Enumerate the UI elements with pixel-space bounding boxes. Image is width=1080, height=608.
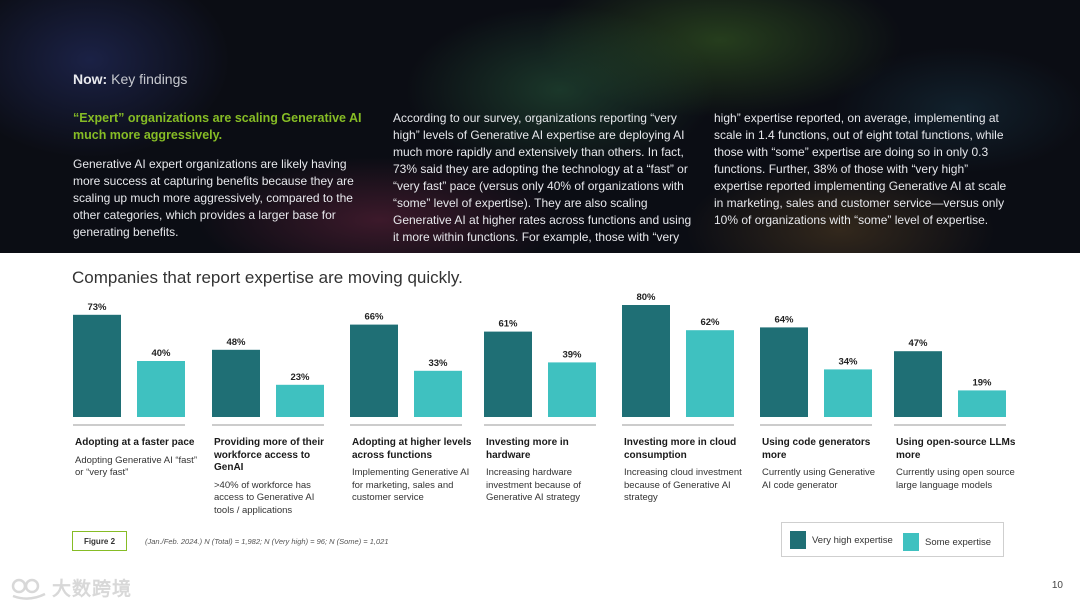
category-title-1: Providing more of their workforce access… bbox=[214, 437, 325, 473]
section-title-rest: Key findings bbox=[107, 71, 188, 87]
category-title-2: Adopting at higher levels across functio… bbox=[352, 437, 472, 461]
category-title-4: Investing more in cloud consumption bbox=[624, 437, 737, 461]
category-description-1: >40% of workforce has access to Generati… bbox=[214, 479, 315, 516]
data-label-some-3: 39% bbox=[562, 349, 582, 360]
data-label-very-high-2: 66% bbox=[364, 312, 384, 323]
data-label-very-high-3: 61% bbox=[498, 319, 518, 330]
category-group-6: Using open-source LLMs more Currently usi… bbox=[896, 437, 1018, 492]
bar-very-high-6 bbox=[894, 351, 942, 417]
bar-some-0 bbox=[137, 361, 185, 417]
data-label-some-6: 19% bbox=[972, 377, 992, 388]
figure-tag: Figure 2 bbox=[72, 531, 127, 551]
chart-legend: Very high expertise Some expertise bbox=[781, 522, 1004, 557]
legend-label-some: Some expertise bbox=[925, 536, 992, 548]
category-description-4: Increasing cloud investment because of G… bbox=[624, 467, 742, 503]
bar-very-high-2 bbox=[350, 324, 398, 417]
legend-swatch-very-high bbox=[790, 531, 806, 549]
category-description-5: Currently using Generative AI code gener… bbox=[762, 467, 875, 491]
lead-heading: “Expert” organizations are scaling Gener… bbox=[73, 111, 362, 142]
legend-label-very-high: Very high expertise bbox=[812, 534, 893, 546]
category-group-2: Adopting at higher levels across functio… bbox=[352, 437, 474, 505]
bar-very-high-1 bbox=[212, 349, 260, 417]
figure-note: (Jan./Feb. 2024.) N (Total) = 1,982; N (… bbox=[145, 537, 389, 546]
bar-some-1 bbox=[276, 384, 324, 417]
watermark: 大数跨境 bbox=[10, 574, 132, 601]
bar-some-2 bbox=[414, 370, 462, 417]
category-group-5: Using code generators more Currently usin… bbox=[762, 437, 884, 492]
category-description-6: Currently using open source large langua… bbox=[896, 467, 1015, 491]
data-label-very-high-1: 48% bbox=[226, 337, 246, 348]
body-column-1: Generative AI expert organizations are l… bbox=[73, 157, 354, 239]
body-column-2: According to our survey, organizations r… bbox=[393, 111, 692, 244]
hero-banner bbox=[0, 0, 1080, 253]
category-title-0: Adopting at a faster pace bbox=[75, 437, 195, 448]
chart-title: Companies that report expertise are movi… bbox=[72, 268, 463, 287]
category-group-4: Investing more in cloud consumption Incre… bbox=[624, 437, 746, 505]
category-title-5: Using code generators more bbox=[762, 437, 871, 461]
data-label-very-high-4: 80% bbox=[636, 292, 656, 303]
legend-item-very-high: Very high expertise bbox=[790, 531, 893, 549]
category-group-0: Adopting at a faster pace Adopting Genera… bbox=[75, 437, 197, 480]
data-label-some-0: 40% bbox=[151, 348, 171, 359]
bar-very-high-3 bbox=[484, 331, 532, 417]
category-description-3: Increasing hardware investment because o… bbox=[486, 467, 582, 503]
bar-some-4 bbox=[686, 330, 734, 417]
category-group-3: Investing more in hardware Increasing har… bbox=[486, 437, 608, 505]
bar-very-high-4 bbox=[622, 305, 670, 417]
body-column-3: high” expertise reported, on average, im… bbox=[714, 111, 1007, 227]
bar-very-high-0 bbox=[73, 314, 121, 417]
bar-some-3 bbox=[548, 362, 596, 417]
watermark-text: 大数跨境 bbox=[52, 579, 133, 600]
bar-some-5 bbox=[824, 369, 872, 417]
data-label-some-5: 34% bbox=[838, 356, 858, 367]
category-description-2: Implementing Generative AI for marketing… bbox=[352, 467, 470, 503]
legend-item-some: Some expertise bbox=[903, 533, 991, 551]
data-label-some-4: 62% bbox=[700, 317, 720, 328]
section-title: Now: Key findings bbox=[73, 71, 187, 87]
data-label-some-2: 33% bbox=[428, 358, 448, 369]
data-label-very-high-6: 47% bbox=[908, 338, 928, 349]
data-label-some-1: 23% bbox=[290, 372, 310, 383]
section-title-bold: Now: bbox=[73, 71, 108, 87]
bar-some-6 bbox=[958, 390, 1006, 417]
bar-very-high-5 bbox=[760, 327, 808, 417]
watermark-logo-icon bbox=[11, 578, 46, 600]
page-number: 10 bbox=[1051, 580, 1063, 591]
data-label-very-high-0: 73% bbox=[87, 302, 107, 313]
category-description-0: Adopting Generative AI “fast” or “very f… bbox=[75, 454, 197, 479]
data-label-very-high-5: 64% bbox=[774, 314, 794, 325]
category-title-6: Using open-source LLMs more bbox=[896, 437, 1016, 461]
category-group-1: Providing more of their workforce access… bbox=[214, 437, 336, 517]
category-title-3: Investing more in hardware bbox=[486, 437, 569, 461]
legend-swatch-some bbox=[903, 533, 919, 551]
